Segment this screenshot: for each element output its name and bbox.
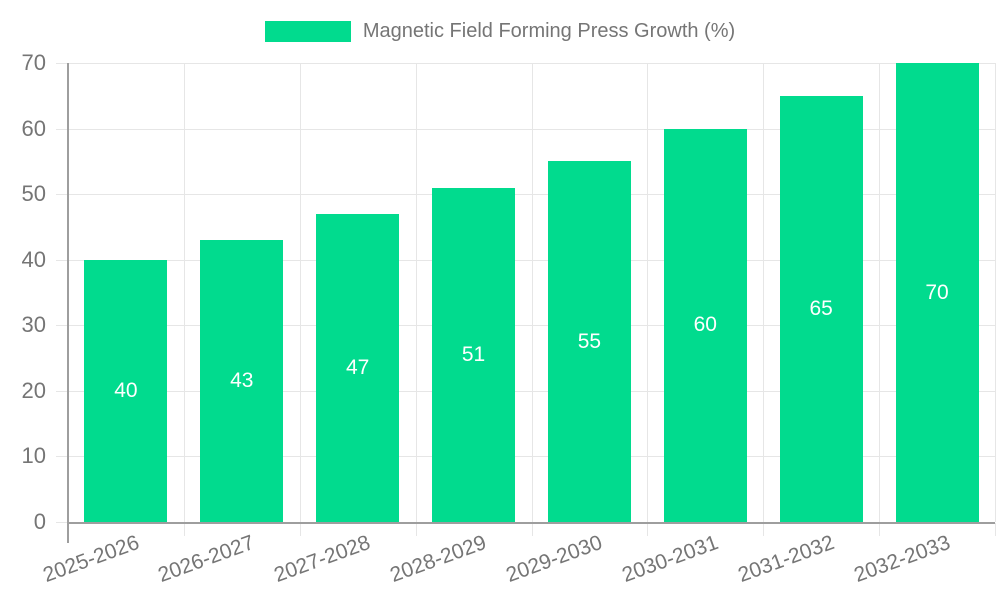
bar[interactable]: [663, 128, 747, 522]
x-axis-tick-label: 2025-2026: [39, 531, 142, 587]
y-axis-tick-mark: [56, 259, 68, 261]
y-axis-tick-label: 50: [21, 181, 46, 207]
x-axis-tick-label: 2028-2029: [387, 531, 490, 587]
y-axis-tick-mark: [56, 522, 68, 523]
y-axis-tick-mark: [56, 390, 68, 392]
x-axis-tick-label: 2026-2027: [155, 531, 258, 587]
x-axis-tick-mark: [531, 523, 533, 536]
y-axis-tick-label: 70: [21, 50, 46, 75]
gridline-vertical: [183, 63, 185, 522]
y-axis-tick-label: 20: [21, 377, 46, 403]
y-axis-line: [67, 63, 69, 543]
legend[interactable]: Magnetic Field Forming Press Growth (%): [0, 16, 1000, 46]
x-axis-tick-mark: [879, 523, 881, 536]
bar[interactable]: [84, 259, 168, 522]
y-axis-tick-mark: [56, 325, 68, 327]
gridline-vertical: [531, 63, 533, 522]
x-axis-tick-mark: [647, 523, 649, 536]
bar[interactable]: [432, 187, 516, 522]
legend-swatch: [264, 20, 351, 42]
gridline-vertical: [415, 63, 417, 522]
x-axis-tick-mark: [415, 523, 417, 536]
y-axis-tick-mark: [56, 456, 68, 458]
gridline-vertical: [647, 63, 649, 522]
gridline-vertical: [299, 63, 301, 522]
x-axis-tick-label: 2029-2030: [503, 531, 606, 587]
bar[interactable]: [316, 213, 400, 522]
bar[interactable]: [547, 161, 631, 522]
x-axis-tick-mark: [763, 523, 765, 536]
gridline-vertical: [763, 63, 765, 522]
gridline-vertical: [995, 63, 996, 522]
y-axis-tick-label: 60: [21, 115, 46, 141]
bar[interactable]: [200, 240, 284, 522]
legend-label: Magnetic Field Forming Press Growth (%): [362, 20, 736, 42]
x-axis-tick-mark: [299, 523, 301, 536]
gridline-vertical: [879, 63, 881, 522]
y-axis-tick-label: 40: [21, 246, 46, 272]
x-axis-tick-label: 2027-2028: [271, 531, 374, 587]
bar[interactable]: [779, 95, 863, 522]
y-axis-tick-label: 30: [21, 312, 46, 338]
y-axis-tick-label: 0: [33, 509, 46, 534]
y-axis-tick-mark: [56, 63, 68, 64]
x-axis-tick-mark: [995, 523, 996, 536]
x-axis-line: [67, 522, 995, 524]
x-axis-tick-label: 2031-2032: [734, 531, 838, 587]
x-axis-tick-mark: [183, 523, 185, 536]
y-axis-tick-mark: [56, 128, 68, 130]
bar[interactable]: [895, 63, 979, 522]
y-axis-tick-label: 10: [21, 443, 46, 469]
y-axis-tick-mark: [56, 194, 68, 196]
x-axis-tick-label: 2030-2031: [618, 531, 722, 587]
x-axis-tick-label: 2032-2033: [850, 531, 953, 587]
